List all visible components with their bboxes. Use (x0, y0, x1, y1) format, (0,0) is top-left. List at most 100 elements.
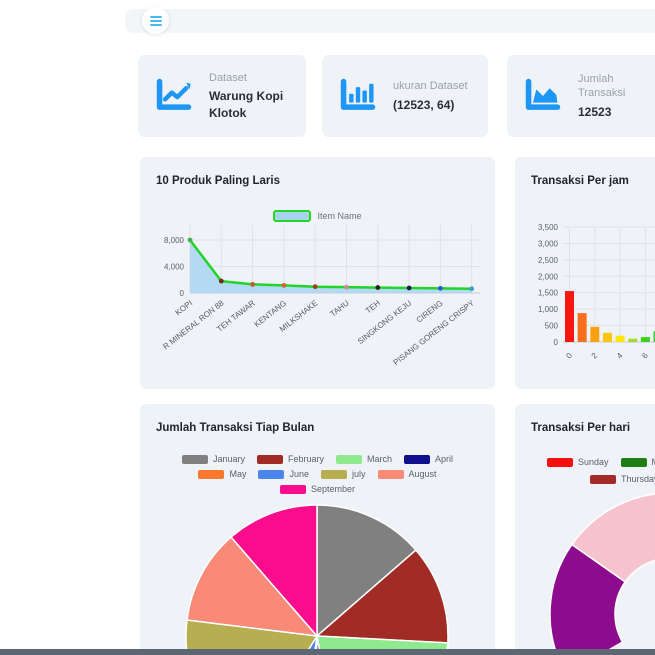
svg-text:SINGKONG KEJU: SINGKONG KEJU (356, 298, 414, 346)
legend-label: july (352, 469, 366, 479)
area-chart-icon (525, 78, 561, 110)
topbar (125, 9, 655, 33)
legend-label: Sunday (578, 457, 609, 467)
legend-swatch (181, 454, 208, 464)
legend-item-february[interactable]: February (256, 454, 324, 464)
pie-slice-august (186, 536, 319, 637)
pie-slice-january (316, 504, 417, 638)
chart-card-transaksi-per-jam: Transaksi Per jam 0 500 1,000 1,500 2,000 2,5… (515, 157, 655, 389)
donut-pink-slice (570, 493, 655, 583)
pie-slice-february (315, 549, 449, 644)
svg-text:500: 500 (545, 322, 559, 331)
chart-title: Transaksi Per jam (531, 175, 629, 187)
legend-label: January (212, 454, 245, 464)
svg-text:CIRENG: CIRENG (415, 298, 445, 324)
svg-text:4: 4 (615, 351, 625, 361)
legend-item-january[interactable]: January (181, 454, 245, 464)
legend-label: March (367, 454, 393, 464)
svg-text:6: 6 (640, 351, 650, 361)
legend-item-may[interactable]: May (198, 469, 246, 479)
legend-label: Item Name (317, 211, 362, 221)
legend-swatch (404, 454, 431, 464)
donut-chart (549, 493, 655, 655)
legend-swatch (547, 457, 573, 467)
stat-label: Dataset (209, 72, 247, 85)
svg-text:TEH: TEH (364, 298, 382, 315)
stat-value: Warung Kopi Klotok (209, 89, 284, 120)
bar-chart: 0 500 1,000 1,500 2,000 2,500 3,000 3,500 0 2 4 6 (538, 223, 655, 361)
svg-text:2,000: 2,000 (538, 272, 559, 281)
chart-title: 10 Produk Paling Laris (156, 175, 280, 187)
legend-item-april[interactable]: April (404, 454, 453, 464)
line-chart-icon (156, 78, 192, 110)
legend-item-august[interactable]: August (377, 469, 437, 479)
legend-swatch (256, 454, 283, 464)
legend-label: February (287, 454, 324, 464)
legend-swatch (279, 484, 306, 494)
stat-label: ukuran Dataset (393, 80, 468, 93)
legend-swatch (620, 457, 647, 467)
chart-title: Transaksi Per hari (531, 422, 631, 434)
legend-item-july[interactable]: july (321, 469, 366, 479)
legend-swatch (336, 454, 362, 464)
legend-item-name[interactable]: Item Name (140, 210, 495, 222)
bar-chart-icon (340, 78, 376, 110)
chart-card-transaksi-tiap-bulan: Jumlah Transaksi Tiap Bulan January Febru… (140, 404, 495, 655)
legend-swatch (273, 210, 312, 222)
legend-item-september[interactable]: September (279, 484, 356, 494)
legend-label: Monday (652, 457, 655, 467)
legend-swatch (321, 469, 347, 479)
stat-value: (12523, 64) (393, 97, 455, 112)
chart-title: Jumlah Transaksi Tiap Bulan (156, 422, 315, 434)
pie-slice-july (185, 619, 319, 655)
legend-item-march[interactable]: March (336, 454, 392, 464)
pie-legend-row: January February March April (181, 454, 453, 464)
donut-legend-row: Thursday (590, 474, 655, 484)
svg-text:TAHU: TAHU (328, 298, 350, 318)
pie-legend-row: September (279, 484, 356, 494)
legend-swatch (590, 474, 616, 484)
svg-text:0: 0 (180, 289, 185, 298)
legend-swatch (377, 469, 404, 479)
horizontal-scrollbar[interactable] (0, 649, 655, 655)
stat-value: 12523 (578, 104, 612, 119)
legend-label: August (408, 469, 437, 479)
legend-item-sunday[interactable]: Sunday (547, 457, 609, 467)
svg-text:KOPI: KOPI (174, 298, 195, 317)
legend-label: April (435, 454, 454, 464)
pie-slice-september (230, 504, 318, 639)
pie-legend: January February March April May June july Augu… (140, 454, 495, 494)
chart-card-produk-paling-laris: 10 Produk Paling Laris Item Name 0 4,000 8… (140, 157, 495, 389)
svg-text:0: 0 (554, 338, 559, 347)
legend-swatch (258, 469, 285, 479)
svg-text:2,500: 2,500 (538, 256, 559, 265)
pie-chart (185, 504, 449, 655)
svg-text:2: 2 (590, 351, 600, 361)
legend-swatch (198, 469, 225, 479)
donut-purple-slice (549, 543, 627, 655)
chart-card-transaksi-per-hari: Transaksi Per hari Sunday Monday Thursday (515, 404, 655, 655)
stat-card-dataset: Dataset Warung Kopi Klotok (138, 55, 306, 137)
menu-button[interactable] (142, 7, 169, 34)
stat-label: Jumlah Transaksi (578, 73, 626, 100)
svg-text:4,000: 4,000 (164, 263, 185, 272)
donut-legend-row: Sunday Monday (547, 457, 655, 467)
legend-label: May (229, 469, 247, 479)
svg-text:3,500: 3,500 (538, 223, 559, 232)
hamburger-icon (149, 15, 162, 18)
pie-legend-row: May June july August (198, 469, 437, 479)
legend-item-june[interactable]: June (258, 469, 309, 479)
legend-label: Thursday (621, 474, 655, 484)
svg-text:0: 0 (564, 351, 574, 361)
svg-text:8,000: 8,000 (164, 236, 185, 245)
svg-text:1,500: 1,500 (538, 289, 559, 298)
legend-item-monday[interactable]: Monday (620, 457, 655, 467)
stat-card-jumlah-transaksi: Jumlah Transaksi 12523 (507, 55, 655, 137)
legend-label: June (289, 469, 309, 479)
legend-item-thursday[interactable]: Thursday (590, 474, 655, 484)
legend-label: September (310, 484, 356, 494)
stat-card-ukuran-dataset: ukuran Dataset (12523, 64) (322, 55, 488, 137)
svg-text:3,000: 3,000 (538, 239, 559, 248)
